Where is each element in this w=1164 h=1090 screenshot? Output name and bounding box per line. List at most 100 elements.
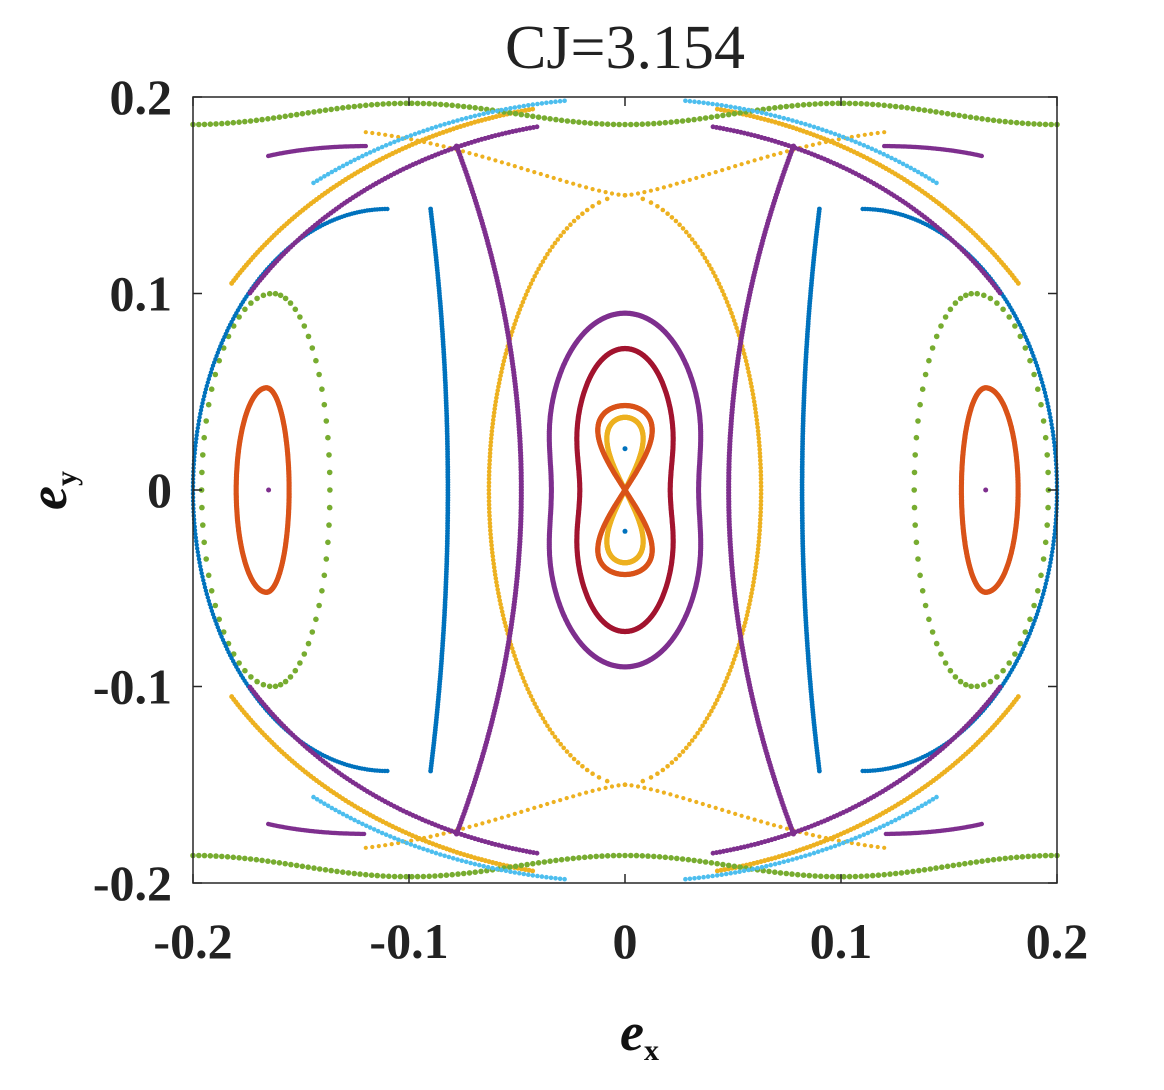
series-6-separatrix-point	[571, 218, 577, 224]
series-9-island_dotted-point	[287, 674, 294, 680]
series-6-separatrix-point	[869, 131, 874, 136]
series-6-separatrix-point	[506, 813, 511, 818]
series-9-island_dotted-point	[319, 386, 325, 393]
series-6-separatrix-point	[673, 756, 679, 762]
series-9-island_dotted-point	[242, 306, 248, 313]
series-6-separatrix-point	[642, 190, 647, 195]
series-6-separatrix-point	[609, 784, 615, 789]
series-6-separatrix-point	[590, 204, 595, 209]
series-6-separatrix-point	[584, 207, 590, 213]
series-10-island_dotted-point	[1022, 629, 1029, 635]
series-6-separatrix-point	[726, 809, 731, 815]
series-9-island_dotted-point	[323, 418, 330, 424]
series-9-island_dotted-point	[208, 588, 215, 594]
series-10-island_dotted-point	[1031, 371, 1037, 378]
series-6-separatrix-point	[681, 179, 686, 184]
series-6-separatrix-point	[771, 823, 777, 828]
series-6-separatrix-point	[746, 815, 751, 820]
series-8-island-point	[1015, 488, 1021, 495]
series-9-island_dotted-point	[313, 357, 319, 364]
series-10-island_dotted-point	[1012, 323, 1018, 329]
series-6-separatrix-point	[389, 133, 394, 138]
series-6-separatrix-point	[551, 799, 556, 805]
series-6-separatrix-point	[655, 788, 660, 794]
series-9-island_dotted-point	[201, 539, 207, 546]
series-10-island_dotted-point	[915, 556, 921, 562]
series-6-separatrix-point	[597, 787, 602, 792]
series-6-separatrix-point	[555, 237, 561, 242]
series-10-island_dotted-point	[981, 681, 987, 688]
series-10-island_dotted-point	[933, 333, 940, 340]
series-6-separatrix-point	[580, 764, 585, 769]
series-6-separatrix-point	[383, 843, 388, 848]
series-6-separatrix-point	[882, 845, 887, 850]
series-6-separatrix-point	[648, 787, 654, 792]
series-6-separatrix-point	[817, 141, 822, 146]
series-6-separatrix-point	[551, 175, 556, 181]
series-1-fixed_points-point	[266, 487, 272, 493]
series-10-island_dotted-point	[1022, 345, 1029, 351]
series-6-separatrix-point	[568, 222, 573, 227]
series-6-separatrix-point	[590, 771, 595, 776]
series-6-separatrix-point	[759, 819, 764, 824]
series-10-island_dotted-point	[1040, 418, 1047, 424]
series-10-island_dotted-point	[952, 674, 959, 680]
series-6-separatrix-point	[370, 130, 375, 136]
series-6-separatrix-point	[642, 785, 647, 791]
series-10-island_dotted-point	[917, 401, 923, 408]
series-7-island-point	[286, 488, 292, 495]
series-9-island_dotted-point	[282, 678, 289, 685]
series-10-island_dotted-point	[1044, 522, 1050, 528]
series-9-island_dotted-point	[201, 434, 207, 441]
series-12-banana-point	[979, 153, 984, 159]
series-6-separatrix-point	[640, 778, 646, 784]
series-6-separatrix-point	[677, 222, 682, 227]
series-6-separatrix-point	[648, 188, 654, 193]
series-6-separatrix-point	[580, 211, 585, 216]
series-9-island_dotted-point	[297, 660, 303, 666]
series-6-separatrix-point	[460, 149, 466, 154]
series-3-figure8-point	[621, 488, 627, 494]
series-6-separatrix-point	[584, 767, 590, 773]
series-6-separatrix-point	[550, 244, 555, 250]
series-6-separatrix-point	[687, 233, 692, 239]
series-0-fixed_points-point	[622, 528, 628, 534]
series-10-island_dotted-point	[947, 667, 954, 674]
series-9-island_dotted-point	[309, 629, 316, 635]
series-6-separatrix-point	[810, 833, 816, 838]
series-6-separatrix-point	[804, 831, 809, 836]
plot-marks	[190, 98, 1060, 882]
series-6-separatrix-point	[467, 824, 472, 830]
series-6-separatrix-point	[713, 170, 718, 175]
series-6-separatrix-point	[856, 842, 861, 847]
series-6-separatrix-point	[677, 753, 682, 758]
series-6-separatrix-point	[609, 191, 615, 196]
series-6-separatrix-point	[512, 164, 517, 169]
series-10-island_dotted-point	[915, 418, 921, 424]
series-10-island_dotted-point	[994, 674, 1000, 680]
series-6-separatrix-point	[692, 240, 698, 246]
series-6-separatrix-point	[784, 149, 790, 154]
series-9-island_dotted-point	[325, 434, 331, 441]
series-10-island_dotted-point	[912, 522, 918, 528]
series-6-separatrix-point	[499, 815, 504, 820]
series-6-separatrix-point	[687, 177, 692, 182]
series-6-separatrix-point	[441, 144, 446, 149]
series-10-island_dotted-point	[957, 678, 964, 685]
series-10-island_dotted-point	[952, 300, 959, 306]
series-9-island_dotted-point	[321, 572, 328, 579]
series-10-island_dotted-point	[911, 504, 918, 511]
series-6-separatrix-point	[389, 842, 394, 847]
series-6-separatrix-point	[778, 824, 783, 830]
series-6-separatrix-point	[771, 152, 777, 157]
series-6-separatrix-point	[558, 233, 563, 239]
series-6-separatrix-point	[376, 844, 381, 849]
series-9-island_dotted-point	[208, 386, 215, 393]
series-10-island_dotted-point	[1042, 539, 1049, 546]
series-6-separatrix-point	[561, 745, 566, 751]
series-6-separatrix-point	[545, 173, 550, 179]
series-6-separatrix-point	[473, 823, 479, 828]
series-6-separatrix-point	[558, 741, 563, 747]
series-10-island_dotted-point	[913, 539, 920, 546]
